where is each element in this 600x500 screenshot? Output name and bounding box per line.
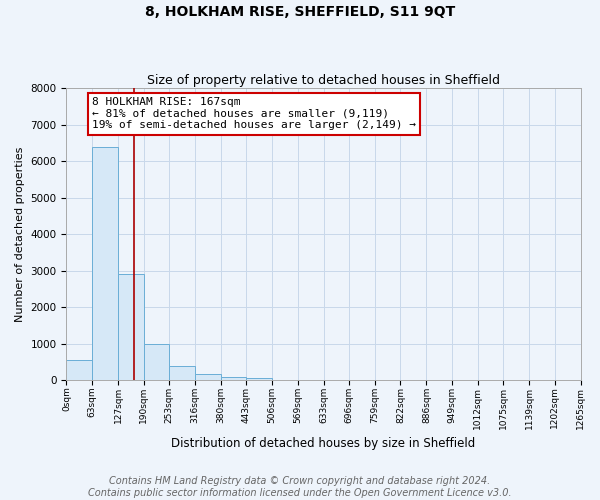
Bar (195, 374, 221, 380)
Bar (221, 376, 247, 380)
Text: 8, HOLKHAM RISE, SHEFFIELD, S11 9QT: 8, HOLKHAM RISE, SHEFFIELD, S11 9QT (145, 5, 455, 19)
Bar (247, 378, 272, 380)
Bar (92, 146, 118, 380)
X-axis label: Distribution of detached houses by size in Sheffield: Distribution of detached houses by size … (172, 437, 476, 450)
Bar (169, 366, 195, 380)
Title: Size of property relative to detached houses in Sheffield: Size of property relative to detached ho… (147, 74, 500, 87)
Bar (67, 360, 92, 380)
Bar (143, 344, 169, 381)
Bar (118, 274, 143, 380)
Y-axis label: Number of detached properties: Number of detached properties (15, 146, 25, 322)
Text: 8 HOLKHAM RISE: 167sqm
← 81% of detached houses are smaller (9,119)
19% of semi-: 8 HOLKHAM RISE: 167sqm ← 81% of detached… (92, 98, 416, 130)
Text: Contains HM Land Registry data © Crown copyright and database right 2024.
Contai: Contains HM Land Registry data © Crown c… (88, 476, 512, 498)
